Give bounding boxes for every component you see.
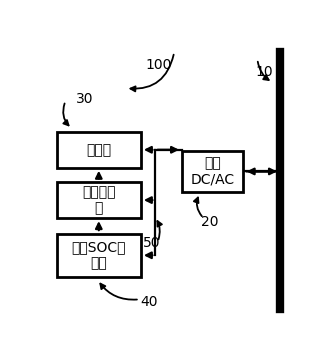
- FancyBboxPatch shape: [182, 151, 243, 192]
- Text: 10: 10: [255, 65, 273, 78]
- Text: 锂电池: 锂电池: [86, 143, 111, 157]
- Text: 20: 20: [201, 216, 219, 229]
- Text: 反馈控制
器: 反馈控制 器: [82, 185, 116, 215]
- Text: 双向
DC/AC: 双向 DC/AC: [190, 156, 235, 187]
- Text: 40: 40: [140, 295, 157, 309]
- Text: 切换SOC估
计器: 切换SOC估 计器: [72, 240, 126, 270]
- Text: 30: 30: [76, 93, 93, 106]
- Text: 100: 100: [146, 57, 172, 72]
- FancyBboxPatch shape: [57, 182, 141, 218]
- FancyBboxPatch shape: [57, 234, 141, 277]
- FancyBboxPatch shape: [57, 132, 141, 168]
- Text: 50: 50: [143, 236, 160, 250]
